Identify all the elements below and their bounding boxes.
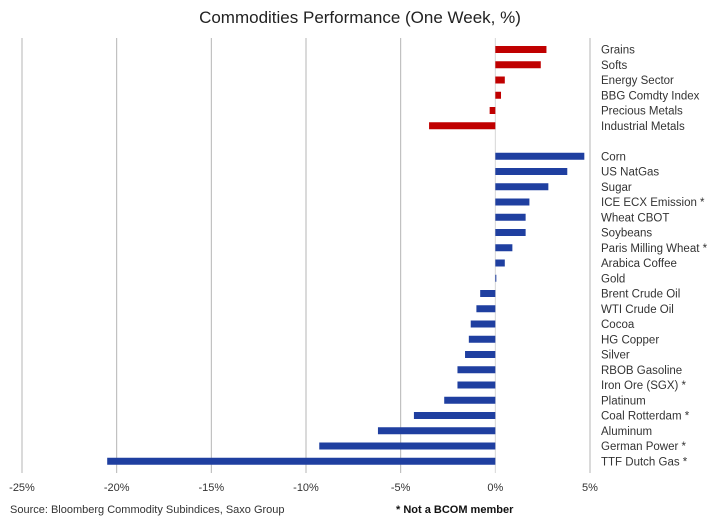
- category-label: Gold: [601, 273, 625, 285]
- bar: [469, 336, 496, 343]
- bar: [480, 290, 495, 297]
- bar: [495, 260, 504, 267]
- chart-title: Commodities Performance (One Week, %): [199, 8, 521, 27]
- bar: [476, 305, 495, 312]
- bar: [465, 351, 495, 358]
- bar: [495, 199, 529, 206]
- category-label: Coal Rotterdam *: [601, 411, 690, 423]
- bar: [457, 366, 495, 373]
- category-label: Brent Crude Oil: [601, 289, 680, 301]
- category-label: Softs: [601, 60, 627, 72]
- category-label: HG Copper: [601, 334, 659, 346]
- bar: [495, 244, 512, 251]
- bar: [107, 458, 495, 465]
- category-label: Sugar: [601, 182, 632, 194]
- category-label: TTF Dutch Gas *: [601, 456, 688, 468]
- bar: [414, 412, 495, 419]
- x-tick-label: 0%: [487, 482, 503, 494]
- x-tick-label: 5%: [582, 482, 598, 494]
- category-label: Platinum: [601, 395, 646, 407]
- bar: [495, 168, 567, 175]
- category-label: Cocoa: [601, 319, 635, 331]
- bar: [429, 122, 495, 129]
- bar: [495, 92, 501, 99]
- category-label: Soybeans: [601, 228, 652, 240]
- bar: [495, 153, 584, 160]
- x-tick-label: -25%: [9, 482, 35, 494]
- category-label: Arabica Coffee: [601, 258, 677, 270]
- x-tick-label: -10%: [293, 482, 319, 494]
- bar: [495, 229, 525, 236]
- category-label: Precious Metals: [601, 106, 683, 118]
- bar: [444, 397, 495, 404]
- bar: [378, 427, 495, 434]
- bar: [495, 183, 548, 190]
- bar: [495, 214, 525, 221]
- bar: [495, 61, 540, 68]
- category-label: Paris Milling Wheat *: [601, 243, 708, 255]
- category-label: Energy Sector: [601, 75, 674, 87]
- x-tick-label: -15%: [198, 482, 224, 494]
- x-tick-label: -20%: [104, 482, 130, 494]
- bar: [490, 107, 496, 114]
- category-label: Grains: [601, 45, 635, 57]
- x-tick-label: -5%: [391, 482, 411, 494]
- category-label: US NatGas: [601, 167, 659, 179]
- category-label: ICE ECX Emission *: [601, 197, 705, 209]
- category-label: Corn: [601, 151, 626, 163]
- category-label: Industrial Metals: [601, 121, 685, 133]
- category-label: Iron Ore (SGX) *: [601, 380, 687, 392]
- bar: [471, 321, 496, 328]
- source-note: Source: Bloomberg Commodity Subindices, …: [10, 504, 285, 516]
- category-label: Aluminum: [601, 426, 652, 438]
- bar: [319, 443, 495, 450]
- not-bcom-note: * Not a BCOM member: [396, 504, 514, 516]
- bar: [495, 77, 504, 84]
- category-label: RBOB Gasoline: [601, 365, 682, 377]
- category-label: BBG Comdty Index: [601, 90, 700, 102]
- category-label: Silver: [601, 350, 630, 362]
- category-label: Wheat CBOT: [601, 212, 669, 224]
- bar: [495, 46, 546, 53]
- bar: [457, 382, 495, 389]
- category-label: WTI Crude Oil: [601, 304, 674, 316]
- bar: [495, 275, 496, 282]
- category-label: German Power *: [601, 441, 687, 453]
